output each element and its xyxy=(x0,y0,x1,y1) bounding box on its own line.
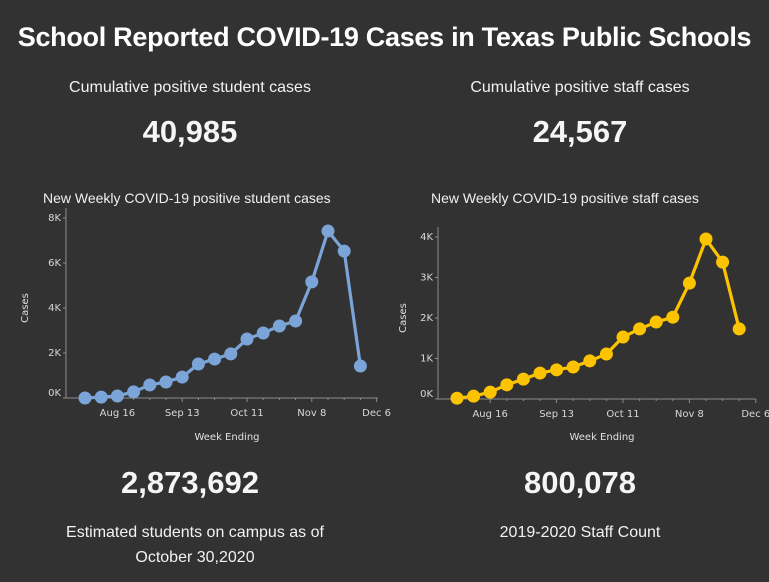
staff-data-point xyxy=(516,372,530,386)
staff-data-point xyxy=(566,360,580,374)
student-cumulative-value: 40,985 xyxy=(142,114,238,149)
student-data-point xyxy=(305,275,319,289)
student-data-point xyxy=(224,347,238,361)
student-x-tick-label: Dec 6 xyxy=(362,408,391,419)
student-data-point xyxy=(94,390,108,404)
student-data-point xyxy=(78,391,92,405)
student-data-point xyxy=(191,357,205,371)
staff-y-tick-label: 3K xyxy=(420,273,433,284)
student-data-point xyxy=(256,326,270,340)
staff-x-tick-label: Oct 11 xyxy=(606,409,639,420)
student-data-point xyxy=(240,332,254,346)
staff-data-point xyxy=(599,347,613,361)
students-on-campus-label: Estimated students on campus as of Octob… xyxy=(5,520,385,570)
staff-data-point xyxy=(649,315,663,329)
page-title: School Reported COVID-19 Cases in Texas … xyxy=(17,22,752,52)
student-data-point xyxy=(272,319,286,333)
student-cumulative-label: Cumulative positive student cases xyxy=(69,79,311,96)
students-on-campus-label-line2: October 30,2020 xyxy=(135,549,255,566)
student-data-point xyxy=(337,244,351,258)
staff-data-point xyxy=(682,276,696,290)
student-x-tick-label: Aug 16 xyxy=(100,408,135,419)
staff-x-axis-title: Week Ending xyxy=(569,432,634,443)
staff-y-tick-label: 2K xyxy=(420,313,433,324)
student-y-tick-label: 6K xyxy=(48,258,61,269)
staff-data-point xyxy=(550,363,564,377)
staff-x-tick-label: Dec 6 xyxy=(741,409,769,420)
staff-data-point xyxy=(483,385,497,399)
staff-data-point xyxy=(732,322,746,336)
student-x-tick-label: Nov 8 xyxy=(297,408,326,419)
staff-x-tick-label: Sep 13 xyxy=(539,409,574,420)
staff-y-tick-label: 1K xyxy=(420,354,433,365)
students-on-campus-label-line1: Estimated students on campus as of xyxy=(66,524,324,541)
staff-cumulative-value: 24,567 xyxy=(532,114,628,149)
student-x-axis-title: Week Ending xyxy=(194,432,259,443)
student-y-tick-label: 8K xyxy=(48,213,61,224)
student-data-point xyxy=(208,352,222,366)
staff-series-line xyxy=(456,237,741,400)
staff-count-value: 800,078 xyxy=(523,465,637,500)
staff-cumulative-label: Cumulative positive staff cases xyxy=(470,79,690,96)
staff-x-tick-label: Aug 16 xyxy=(472,409,507,420)
student-data-point xyxy=(127,385,141,399)
staff-data-point xyxy=(699,232,713,246)
student-data-point xyxy=(353,359,367,373)
staff-x-tick-label: Nov 8 xyxy=(675,409,704,420)
staff-data-point xyxy=(467,389,481,403)
student-data-point xyxy=(175,370,189,384)
staff-y-tick-label: 0K xyxy=(420,389,433,400)
staff-chart-title: New Weekly COVID-19 positive staff cases xyxy=(431,190,699,206)
student-y-tick-label: 2K xyxy=(48,348,61,359)
student-x-tick-label: Sep 13 xyxy=(165,408,200,419)
staff-data-point xyxy=(450,391,464,405)
student-data-point xyxy=(143,378,157,392)
student-data-point xyxy=(110,389,124,403)
students-on-campus-value: 2,873,692 xyxy=(121,465,259,500)
student-chart-title: New Weekly COVID-19 positive student cas… xyxy=(43,190,331,206)
student-y-tick-label: 0K xyxy=(48,388,61,399)
student-data-point xyxy=(289,314,303,328)
staff-data-point xyxy=(716,255,730,269)
staff-data-point xyxy=(583,354,597,368)
staff-y-axis-title: Cases xyxy=(398,303,409,333)
staff-data-point xyxy=(616,330,630,344)
staff-y-tick-label: 4K xyxy=(420,232,433,243)
student-y-tick-label: 4K xyxy=(48,303,61,314)
student-data-point xyxy=(321,224,335,238)
student-data-point xyxy=(159,375,173,389)
staff-count-label: 2019-2020 Staff Count xyxy=(499,524,661,541)
staff-data-point xyxy=(500,378,514,392)
student-x-tick-label: Oct 11 xyxy=(230,408,263,419)
staff-data-point xyxy=(633,322,647,336)
staff-data-point xyxy=(666,310,680,324)
student-y-axis-title: Cases xyxy=(20,293,31,323)
staff-data-point xyxy=(533,366,547,380)
